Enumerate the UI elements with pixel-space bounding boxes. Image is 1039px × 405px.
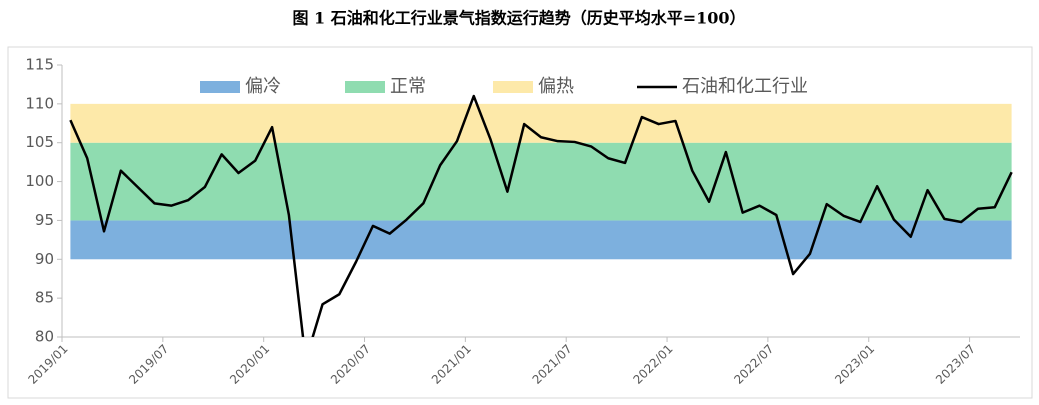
- x-tick-label: 2023/07: [933, 342, 978, 387]
- chart-title: 图 1 石油和化工行业景气指数运行趋势（历史平均水平=100）: [292, 9, 745, 28]
- y-tick-label: 85: [35, 289, 54, 307]
- x-tick-label: 2022/01: [630, 342, 675, 387]
- x-tick-label: 2023/01: [832, 342, 877, 387]
- x-tick-label: 2022/07: [731, 342, 776, 387]
- legend-swatch: [493, 81, 533, 93]
- x-tick-label: 2021/01: [429, 342, 474, 387]
- y-tick-label: 95: [35, 211, 54, 229]
- band: [70, 220, 1012, 260]
- y-tick-label: 110: [25, 94, 54, 112]
- y-tick-label: 100: [25, 172, 54, 190]
- x-tick-label: 2020/01: [227, 342, 272, 387]
- plot-clip: [69, 94, 1013, 337]
- x-tick-label: 2021/07: [530, 342, 575, 387]
- x-tick-label: 2019/07: [126, 342, 171, 387]
- y-tick-label: 90: [35, 250, 54, 268]
- x-tick-label: 2019/01: [25, 342, 70, 387]
- chart-border: [7, 46, 1033, 399]
- legend-label: 正常: [390, 76, 426, 97]
- legend-swatch: [200, 81, 240, 93]
- legend-swatch: [345, 81, 385, 93]
- legend-label: 石油和化工行业: [682, 76, 808, 97]
- y-tick-label: 115: [25, 56, 54, 74]
- x-tick-label: 2020/07: [328, 342, 373, 387]
- legend-label: 偏热: [538, 76, 574, 97]
- y-tick-label: 105: [25, 133, 54, 151]
- legend-label: 偏冷: [245, 76, 281, 97]
- series-line: [69, 94, 1013, 337]
- y-tick-label: 80: [35, 328, 54, 346]
- band: [70, 142, 1012, 221]
